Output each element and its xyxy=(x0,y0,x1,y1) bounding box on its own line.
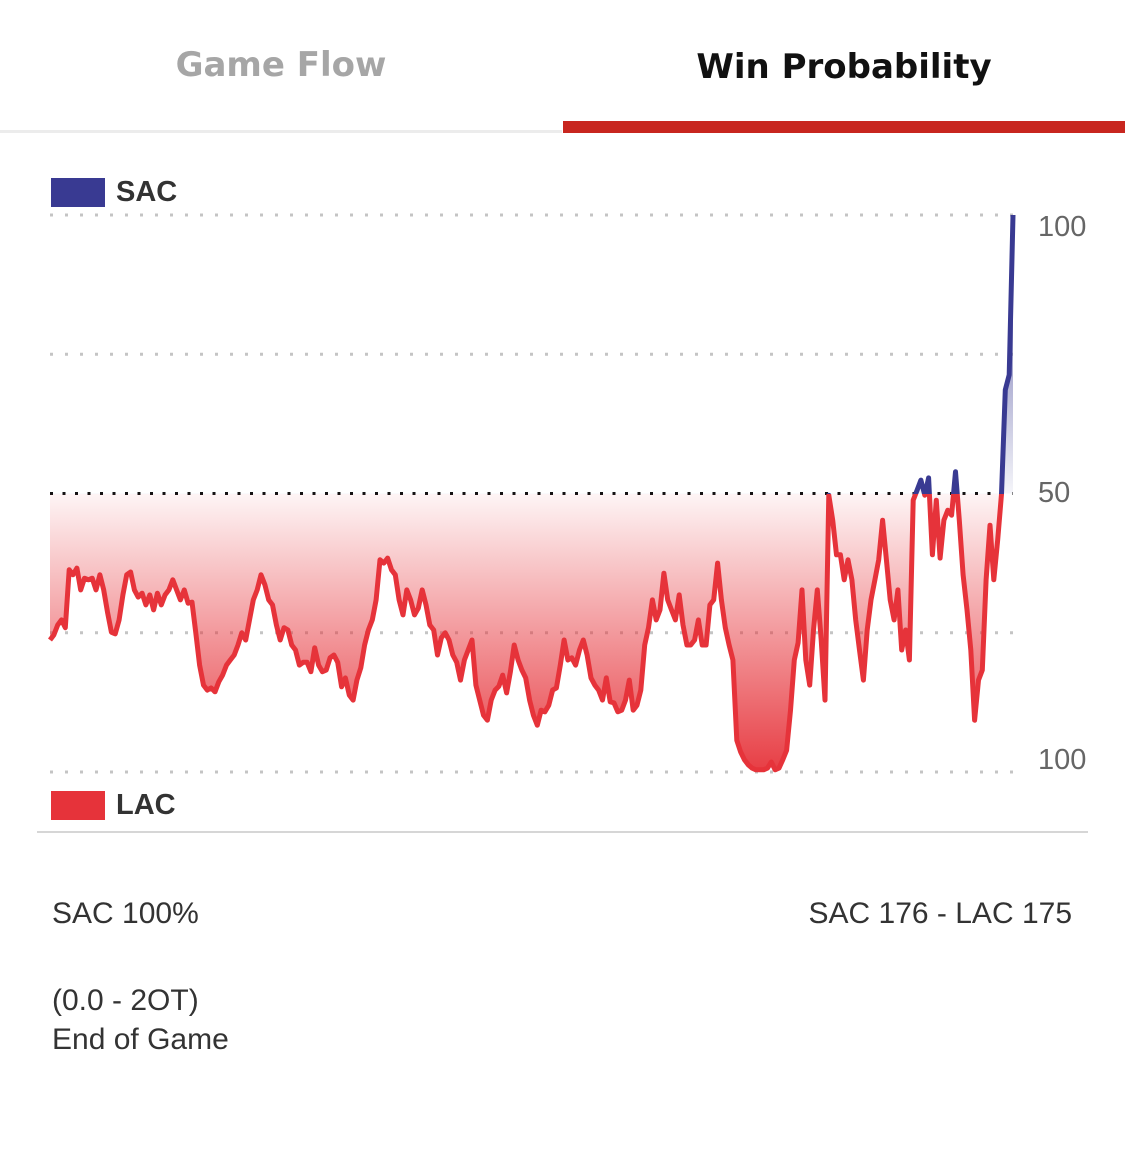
legend-sac: SAC xyxy=(51,176,177,209)
tab-label: Win Probability xyxy=(696,46,992,87)
win-probability-value: SAC 100% xyxy=(52,897,199,930)
legend-lac: LAC xyxy=(51,789,176,822)
y-tick-label: 50 xyxy=(1038,477,1071,509)
lac-line xyxy=(48,494,1005,773)
legend-label: SAC xyxy=(116,176,178,208)
tab-win-probability[interactable]: Win Probability xyxy=(563,0,1125,133)
y-tick-label: 100 xyxy=(1038,211,1087,243)
chart-baseline xyxy=(37,831,1088,833)
score: SAC 176 - LAC 175 xyxy=(808,897,1072,930)
sac-swatch xyxy=(51,178,105,207)
game-status: End of Game xyxy=(52,1023,229,1056)
legend-label: LAC xyxy=(116,789,176,821)
game-period: (0.0 - 2OT) xyxy=(52,984,199,1017)
active-tab-indicator xyxy=(563,121,1125,133)
tab-label: Game Flow xyxy=(175,45,387,85)
lac-area xyxy=(50,494,1002,770)
lac-swatch xyxy=(51,791,105,820)
y-tick-label: 100 xyxy=(1038,744,1087,776)
tab-game-flow[interactable]: Game Flow xyxy=(0,0,562,133)
